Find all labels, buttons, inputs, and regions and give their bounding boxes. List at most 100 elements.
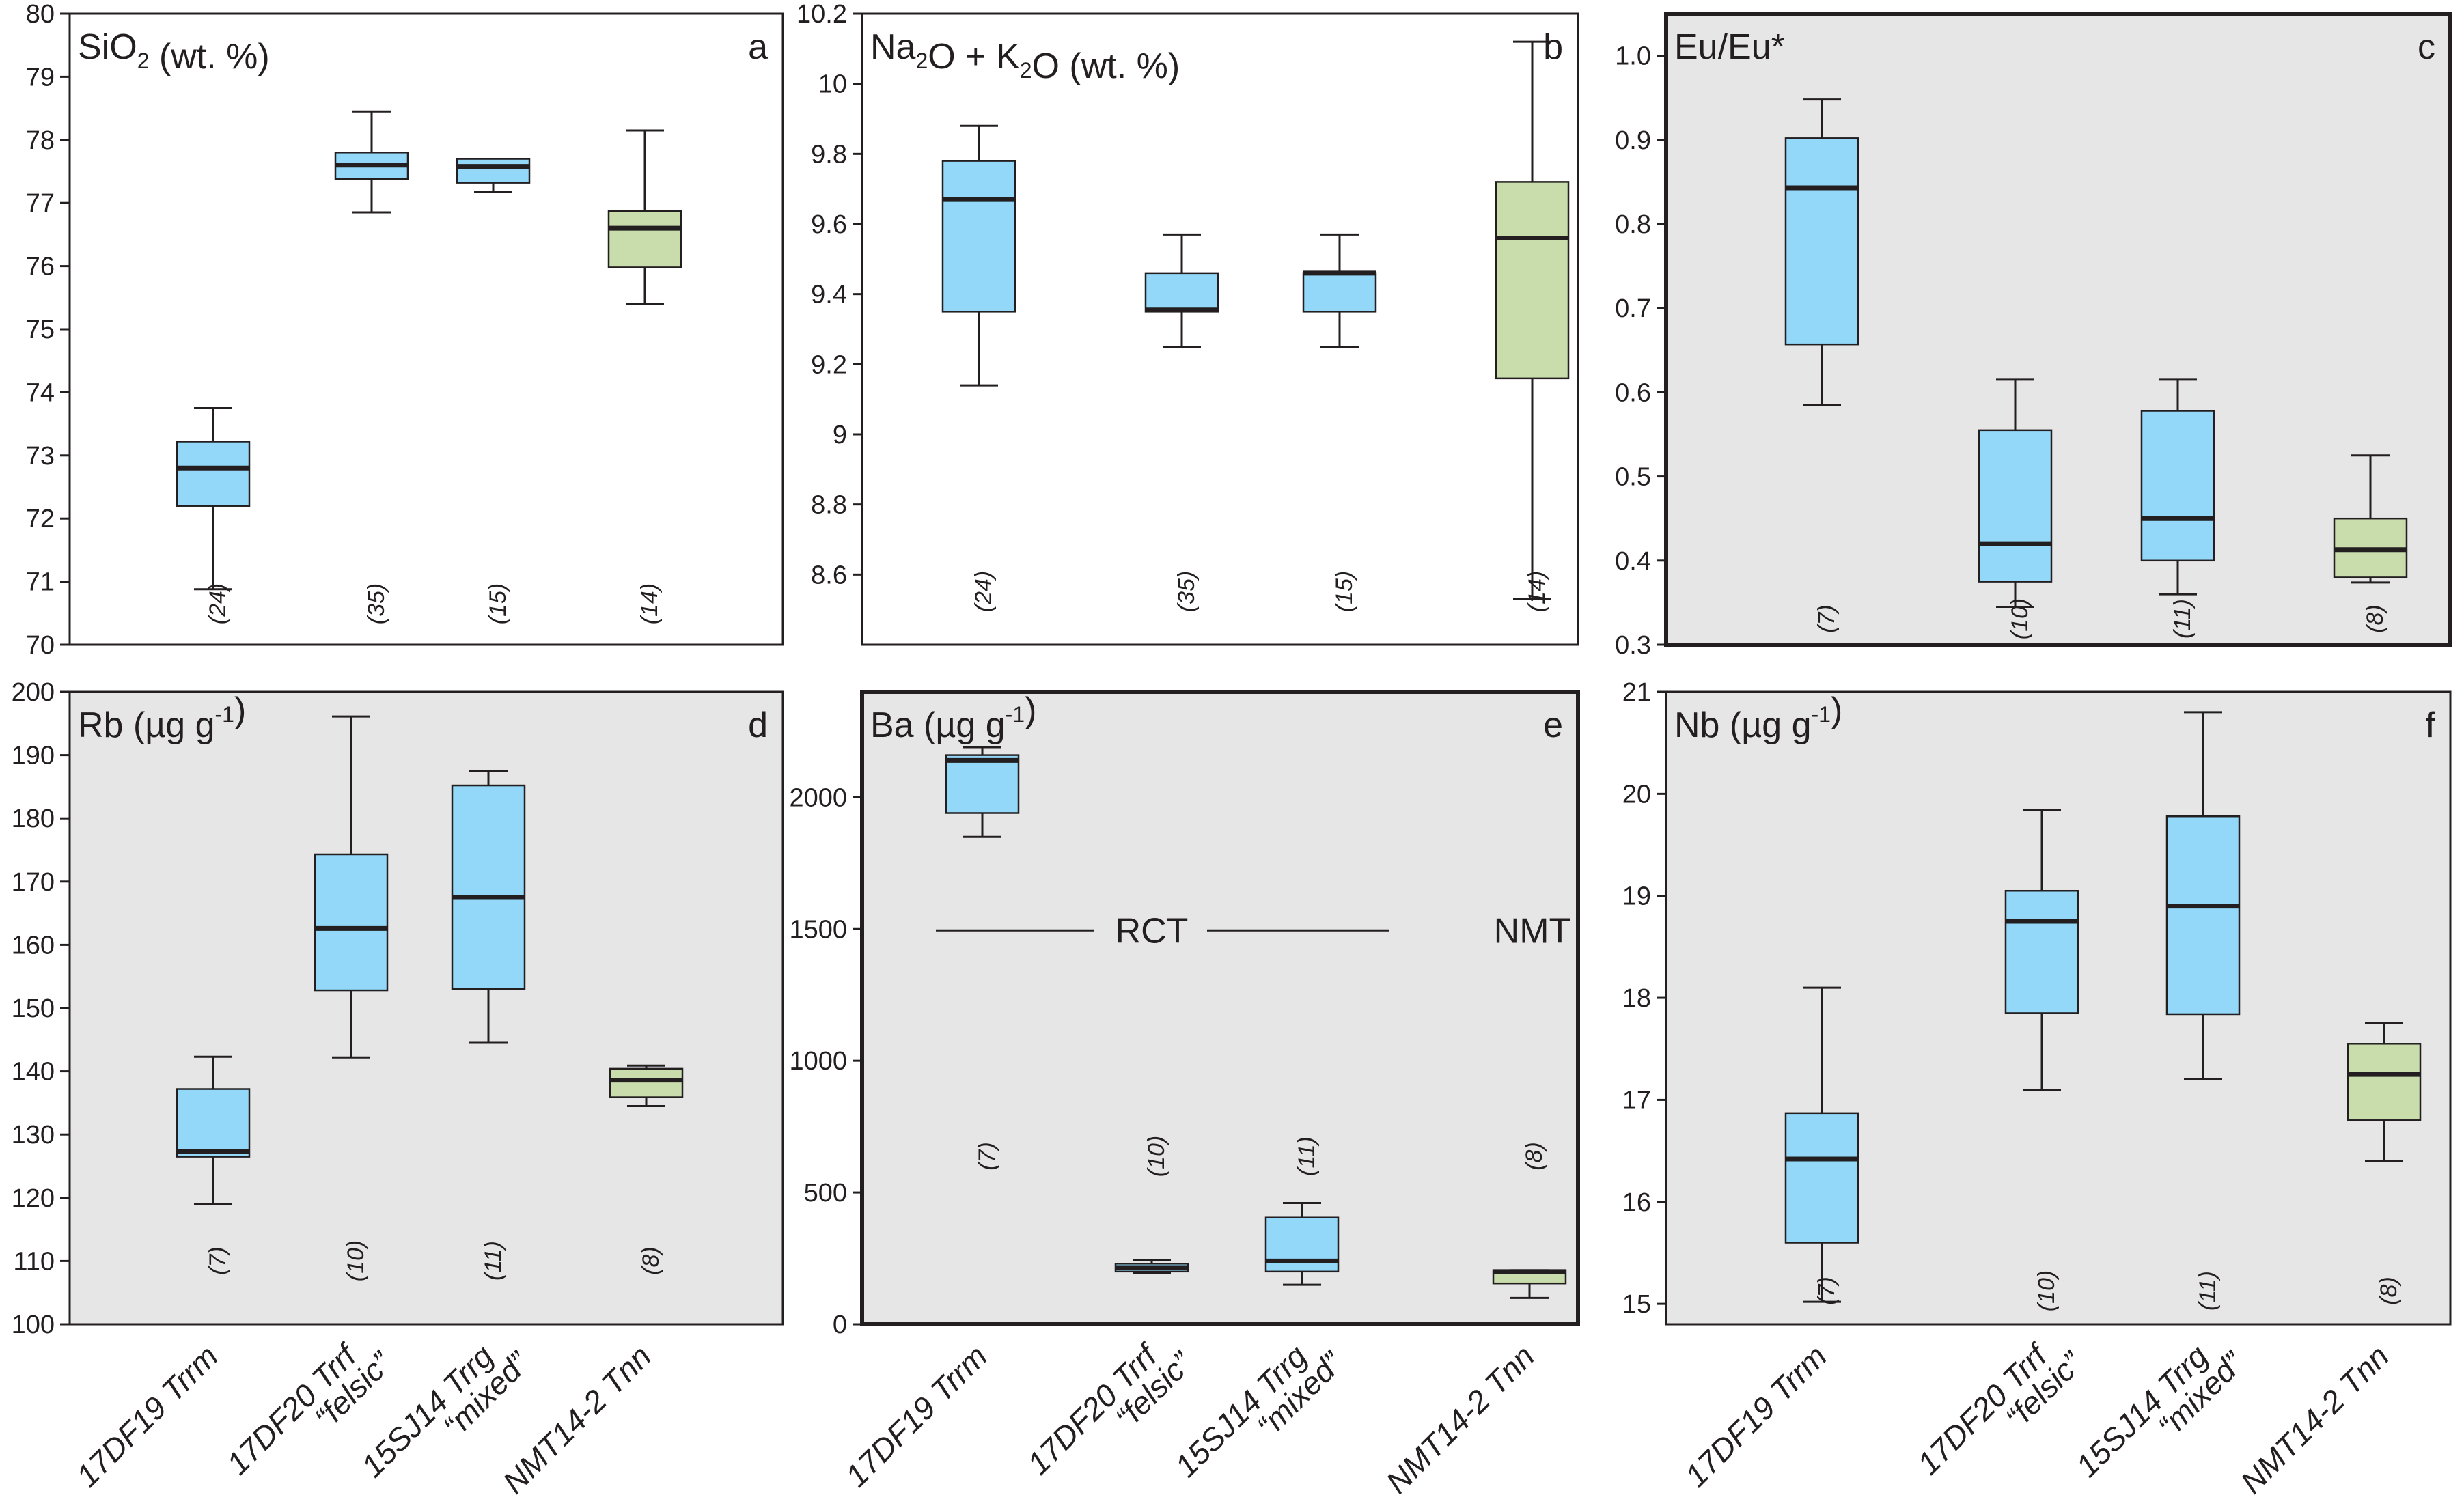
sample-count: (7) [1814, 1276, 1840, 1305]
title-text: Na [870, 27, 916, 67]
y-tick-label: 150 [12, 994, 55, 1023]
box-17DF19: (7) [1784, 98, 1859, 633]
title-text: Ba (µg g [870, 705, 1006, 745]
y-tick-label: 9.2 [811, 350, 847, 379]
annotation-rct: RCT [1116, 911, 1189, 951]
box-17DF20: (10) [314, 715, 389, 1281]
box-iqr [945, 754, 1020, 814]
annotation-nmt: NMT [1494, 911, 1571, 951]
sample-count: (35) [1174, 571, 1200, 612]
sample-count: (14) [1524, 571, 1550, 612]
title-text: SiO [78, 27, 137, 67]
title-script: 2 [137, 48, 150, 73]
box-15SJ14: (11) [2165, 711, 2241, 1311]
box-iqr [941, 160, 1016, 313]
box-17DF20: (35) [334, 110, 409, 624]
sample-count: (14) [637, 583, 663, 624]
box-iqr [176, 441, 251, 507]
y-tick-label: 72 [26, 505, 55, 533]
panel-letter: b [1543, 27, 1563, 67]
box-17DF19: (24) [176, 407, 251, 624]
panel-letter: c [2418, 27, 2435, 67]
box-NMT14-2: (8) [1492, 1142, 1567, 1299]
box-17DF19: (7) [176, 1055, 251, 1275]
panel-title: SiO2 (wt. %) [78, 27, 270, 76]
y-tick-label: 0.6 [1615, 378, 1651, 407]
x-category-label: 17DF19 Trrm [838, 1338, 994, 1494]
box-17DF19: (7) [1784, 986, 1859, 1305]
y-tick-label: 100 [12, 1311, 55, 1339]
y-tick-label: 70 [26, 631, 55, 660]
box-iqr [2004, 889, 2079, 1014]
y-tick-label: 0.9 [1615, 126, 1651, 155]
box-iqr [456, 158, 531, 184]
y-tick-label: 76 [26, 253, 55, 281]
panel-frame-a [68, 12, 784, 646]
box-15SJ14: (15) [1302, 233, 1377, 612]
y-tick-label: 8.8 [811, 491, 847, 520]
title-script: 2 [1020, 58, 1032, 83]
box-iqr [1495, 181, 1570, 380]
box-iqr [176, 1088, 251, 1158]
y-tick-label: 9.4 [811, 281, 847, 309]
y-tick-label: 71 [26, 568, 55, 597]
title-script: -1 [1811, 702, 1830, 727]
title-text: ) [1831, 690, 1842, 730]
title-text: O + K [928, 37, 1020, 76]
title-text: Eu/Eu* [1674, 27, 1785, 67]
y-tick-label: 0.4 [1615, 547, 1651, 576]
panel-d: 100 110 120 130 140 150 160 170 180 190 200 Rb (µg … [12, 678, 784, 1339]
panel-a: 70 71 72 73 74 75 76 77 78 79 80 SiO2 (wt. %) a (24) (… [26, 0, 784, 660]
sample-count: (11) [480, 1241, 506, 1281]
y-tick-label: 2000 [789, 783, 847, 812]
y-tick-label: 20 [1622, 780, 1651, 809]
box-17DF20: (10) [2004, 809, 2079, 1311]
y-tick-label: 1.0 [1615, 42, 1651, 71]
y-tick-label: 200 [12, 678, 55, 707]
box-iqr [451, 784, 526, 990]
sample-count: (24) [205, 583, 231, 624]
title-text: ) [1025, 690, 1036, 730]
panel-f: 15 16 17 18 19 20 21 Nb (µg g-1) f (7) (10) (11) (8) [1622, 678, 2452, 1326]
box-iqr [1264, 1216, 1340, 1273]
sample-count: (10) [2034, 1270, 2060, 1311]
y-tick-label: 17 [1622, 1086, 1651, 1115]
box-15SJ14: (15) [456, 158, 531, 624]
box-15SJ14: (11) [2140, 378, 2215, 639]
y-tick-label: 21 [1622, 678, 1651, 707]
box-iqr [1784, 1112, 1859, 1244]
panel-title: Ba (µg g-1) [870, 690, 1036, 745]
x-category-label: 17DF19 Trrm [69, 1338, 225, 1494]
y-tick-label: 120 [12, 1184, 55, 1213]
y-tick-label: 180 [12, 805, 55, 833]
box-NMT14-2: (14) [607, 129, 682, 624]
title-script: -1 [1006, 702, 1025, 727]
y-tick-label: 10.2 [797, 0, 847, 29]
sample-count: (11) [1294, 1136, 1320, 1176]
box-iqr [1144, 272, 1219, 313]
y-tick-label: 10 [818, 70, 847, 99]
title-text: Rb (µg g [78, 705, 214, 745]
box-17DF19: (24) [941, 124, 1016, 612]
box-iqr [1978, 429, 2053, 583]
y-tick-label: 15 [1622, 1290, 1651, 1319]
y-tick-label: 73 [26, 442, 55, 471]
panel-frame-c [1664, 12, 2452, 647]
box-NMT14-2: (8) [2333, 454, 2408, 633]
title-text: O (wt. %) [1032, 46, 1180, 86]
box-iqr [1784, 137, 1859, 346]
panel-c: 0.3 0.4 0.5 0.6 0.7 0.8 0.9 1.0 Eu/Eu* c (7) (10) (1… [1615, 12, 2452, 660]
x-category-label: 17DF19 Trrm [1678, 1338, 1833, 1494]
panel-title: Na2O + K2O (wt. %) [870, 27, 1180, 86]
y-tick-label: 130 [12, 1121, 55, 1149]
box-NMT14-2: (14) [1495, 40, 1570, 612]
sample-count: (7) [974, 1142, 1000, 1171]
sample-count: (15) [485, 583, 511, 624]
y-tick-label: 9 [833, 421, 847, 449]
y-tick-label: 0.5 [1615, 463, 1651, 492]
y-tick-label: 19 [1622, 882, 1651, 911]
panel-letter: f [2426, 705, 2436, 745]
y-tick-label: 110 [13, 1247, 55, 1276]
y-tick-label: 0.8 [1615, 210, 1651, 239]
